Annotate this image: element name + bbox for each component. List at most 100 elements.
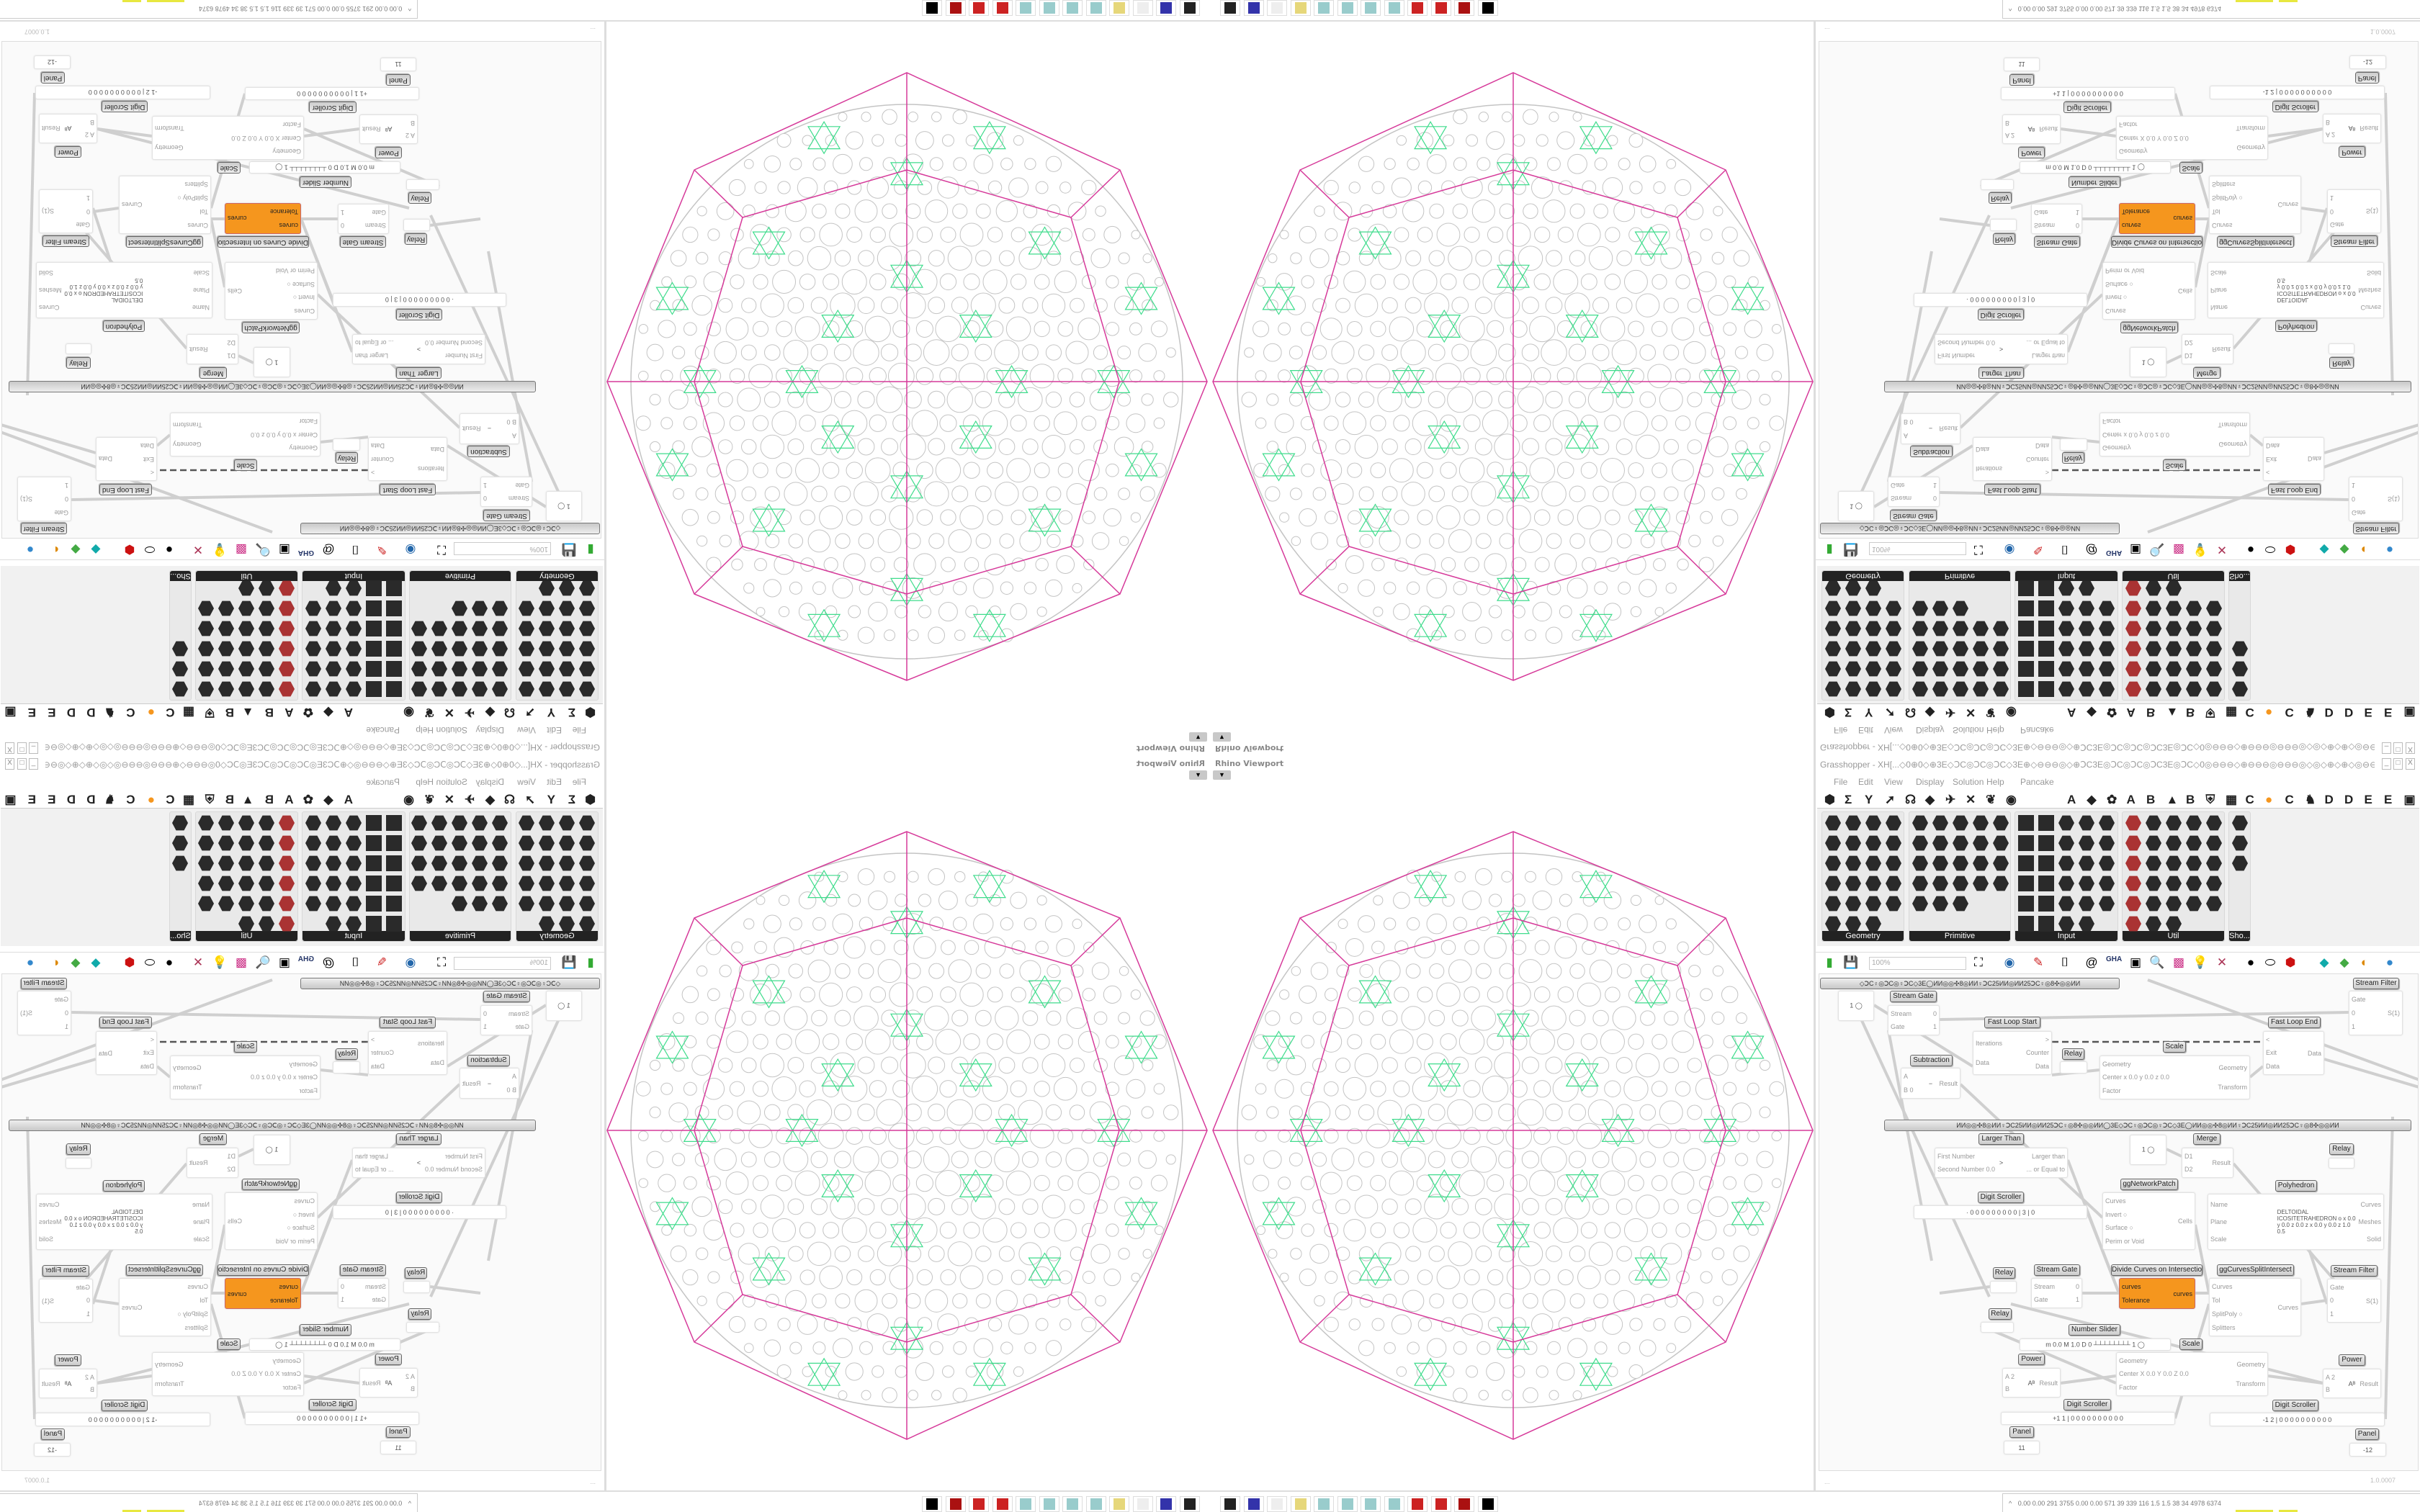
input-param[interactable]: Gate (1891, 1023, 1905, 1030)
ggnetworkpatch-component[interactable]: Curves Invert ○ Surface ○ Perim or Void Cell… (2102, 262, 2195, 320)
component-icon[interactable] (559, 855, 575, 871)
cluster-icon[interactable]: ⌷ (351, 543, 359, 557)
ggnetworkpatch-label[interactable]: ggNetworkPatch (2120, 1179, 2178, 1190)
component-icon[interactable] (2018, 916, 2034, 932)
fast-loop-start-label[interactable]: Fast Loop Start (1984, 1017, 2040, 1028)
component-icon[interactable] (1932, 835, 1948, 851)
tab-icon[interactable]: ◉ (2006, 706, 2017, 719)
relay-label[interactable]: Relay (405, 1267, 427, 1279)
viewport-menu-button[interactable]: ▼ (1189, 732, 1207, 742)
rhino-viewport[interactable]: Rhino Viewport ▼ (1210, 756, 1815, 1490)
digit-scroller-label[interactable]: Digit Scroller (102, 1400, 148, 1411)
menu-edit[interactable]: Edit (547, 777, 562, 787)
menu-help[interactable]: Help (416, 725, 434, 735)
open-file-icon[interactable]: ▮ (1826, 955, 1833, 969)
larger-than-component[interactable]: First Number Second Number 0.0 Larger than… (352, 334, 485, 364)
fast-loop-start-label[interactable]: Fast Loop Start (380, 1017, 436, 1028)
power-component[interactable]: A 2 B Result Aᴮ (2002, 1368, 2061, 1398)
component-icon[interactable] (2166, 641, 2182, 657)
scale-component[interactable]: Geometry Center X 0.0 Y 0.0 Z 0.0 Factor Ge… (2116, 116, 2268, 160)
component-icon[interactable] (2038, 876, 2054, 891)
search-icon[interactable]: 🔍 (2149, 955, 2165, 969)
sphere-icon[interactable]: ◐ (51, 955, 60, 969)
component-icon[interactable] (2079, 661, 2094, 677)
notepad-icon[interactable] (1337, 1496, 1358, 1512)
fast-loop-end-label[interactable]: Fast Loop End (2268, 484, 2321, 495)
input-param[interactable]: Factor (2119, 121, 2138, 129)
component-icon[interactable] (366, 580, 382, 596)
component-icon[interactable] (2018, 855, 2034, 871)
ggnetworkpatch-label[interactable]: ggNetworkPatch (2120, 322, 2178, 333)
notepad-icon[interactable] (1314, 0, 1334, 16)
ggcurvessplitintersect-component[interactable]: Curves Tol SplitPoly ○ Splitters Curves (119, 176, 211, 234)
output-param[interactable]: S(1) (20, 495, 33, 503)
output-param[interactable]: ... or Equal to (2026, 1166, 2065, 1173)
tab-icon[interactable]: Y (1865, 706, 1873, 719)
input-param[interactable]: B (2005, 1385, 2010, 1393)
component-icon[interactable] (326, 641, 341, 657)
component-icon[interactable] (2146, 896, 2161, 912)
component-icon[interactable] (519, 621, 534, 636)
stream-filter-label[interactable]: Stream Filter (2331, 1265, 2378, 1277)
component-icon[interactable] (346, 641, 362, 657)
menu-pancake[interactable]: Pancake (2020, 777, 2054, 787)
panel-caption[interactable]: Util (2123, 571, 2224, 581)
component-icon[interactable] (539, 661, 555, 677)
input-param[interactable]: Gate (2330, 220, 2344, 228)
scale-label[interactable]: Scale (2179, 162, 2202, 174)
component-icon[interactable] (1886, 815, 1901, 831)
digit-scroller-label[interactable]: Digit Scroller (2272, 1400, 2318, 1411)
input-param[interactable]: 0 (86, 207, 90, 215)
blue-sphere-icon[interactable]: ● (26, 543, 35, 557)
component-icon[interactable] (2206, 876, 2222, 891)
save-file-icon[interactable]: 💾 (561, 955, 577, 969)
component-icon[interactable] (559, 580, 575, 596)
ggnetworkpatch-component[interactable]: Curves Invert ○ Surface ○ Perim or Void Cell… (225, 1192, 318, 1250)
input-param[interactable]: Second Number 0.0 (424, 339, 483, 346)
component-icon[interactable] (1845, 580, 1861, 596)
component-icon[interactable] (218, 600, 234, 616)
relay-component[interactable] (66, 1158, 91, 1169)
component-icon[interactable] (305, 621, 321, 636)
component-icon[interactable] (2125, 641, 2141, 657)
tab-letter[interactable]: ▦ (182, 793, 194, 806)
component-icon[interactable] (305, 681, 321, 697)
zoom-field[interactable]: 100% (1869, 957, 1966, 970)
at-icon[interactable]: @ (322, 955, 335, 969)
merge-label[interactable]: Merge (2193, 1133, 2220, 1145)
component-icon[interactable] (1825, 815, 1841, 831)
digit-scroller-label[interactable]: Digit Scroller (1978, 1192, 2024, 1203)
input-param[interactable]: D2 (2184, 1166, 2193, 1173)
component-icon[interactable] (1845, 855, 1861, 871)
component-icon[interactable] (1825, 835, 1841, 851)
tab-letter[interactable]: E (48, 706, 56, 719)
panel-label[interactable]: Panel (2009, 1426, 2034, 1438)
input-param[interactable]: Surface ○ (287, 1224, 315, 1232)
component-icon[interactable] (366, 835, 382, 851)
save-file-icon[interactable]: 💾 (1843, 543, 1859, 557)
output-param[interactable]: Transform (173, 420, 202, 428)
component-icon[interactable] (431, 641, 447, 657)
tab-icon[interactable]: ⬢ (585, 706, 596, 719)
panel-caption[interactable]: Util (196, 571, 297, 581)
menu-file[interactable]: File (572, 725, 586, 735)
component-icon[interactable] (259, 621, 274, 636)
tab-icon[interactable]: Σ (568, 706, 575, 719)
tab-icon[interactable]: ✕ (444, 793, 454, 806)
component-icon[interactable] (218, 815, 234, 831)
input-param[interactable]: Stream (1891, 1010, 1912, 1017)
fast-loop-end-label[interactable]: Fast Loop End (2268, 1017, 2321, 1028)
component-icon[interactable] (492, 681, 508, 697)
cluster-icon[interactable]: ⌷ (351, 955, 359, 969)
component-icon[interactable] (2232, 855, 2248, 871)
component-icon[interactable] (2146, 855, 2161, 871)
component-icon[interactable] (238, 641, 254, 657)
input-param[interactable]: Invert ○ (292, 294, 315, 302)
digit-scroller-label[interactable]: Digit Scroller (396, 309, 442, 320)
digit-scroller-component[interactable]: · 0 0 0 0 0 0 0 0 0 | 3 | 0 (1914, 293, 2087, 307)
input-param[interactable]: Perim or Void (275, 267, 315, 275)
larger-than-label[interactable]: Larger Than (396, 1133, 442, 1145)
component-icon[interactable] (2058, 681, 2074, 697)
component-icon[interactable] (1825, 876, 1841, 891)
input-param[interactable]: Stream (364, 1283, 386, 1290)
